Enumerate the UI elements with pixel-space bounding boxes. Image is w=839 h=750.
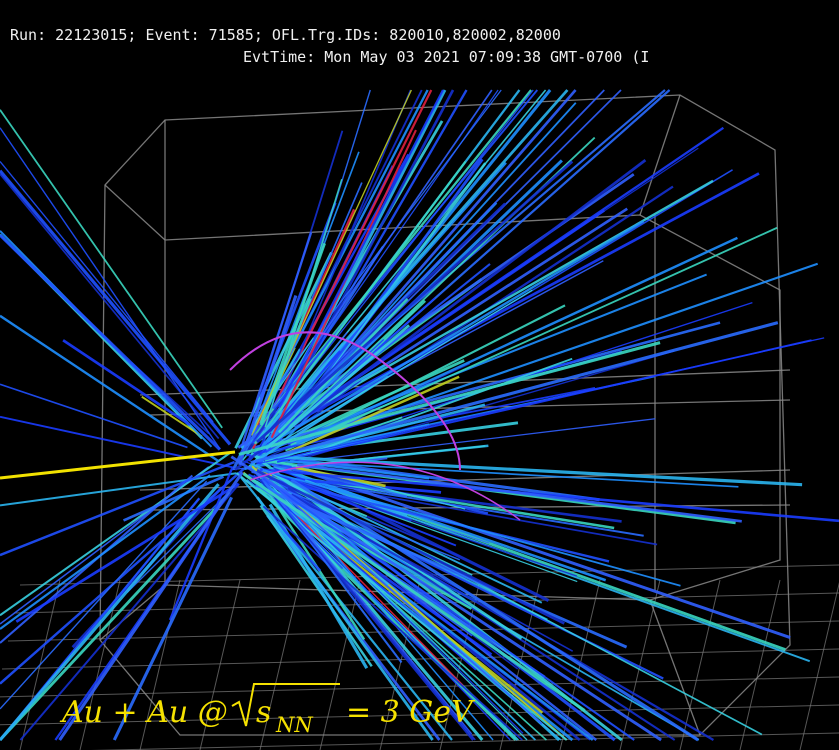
event-time: EvtTime: Mon May 03 2021 07:09:38 GMT-07… [243, 48, 649, 66]
run-info: Run: 22123015; Event: 71585; OFL.Trg.IDs… [10, 26, 561, 44]
sqrt-subscript: NN [275, 713, 313, 737]
event-display: Run: 22123015; Event: 71585; OFL.Trg.IDs… [0, 0, 839, 750]
label-suffix: = 3 GeV [346, 695, 476, 730]
sqrt-base: s [256, 695, 271, 730]
label-prefix: Au + Au @ [59, 695, 228, 730]
page: Run: 22123015; Event: 71585; OFL.Trg.IDs… [0, 0, 839, 750]
